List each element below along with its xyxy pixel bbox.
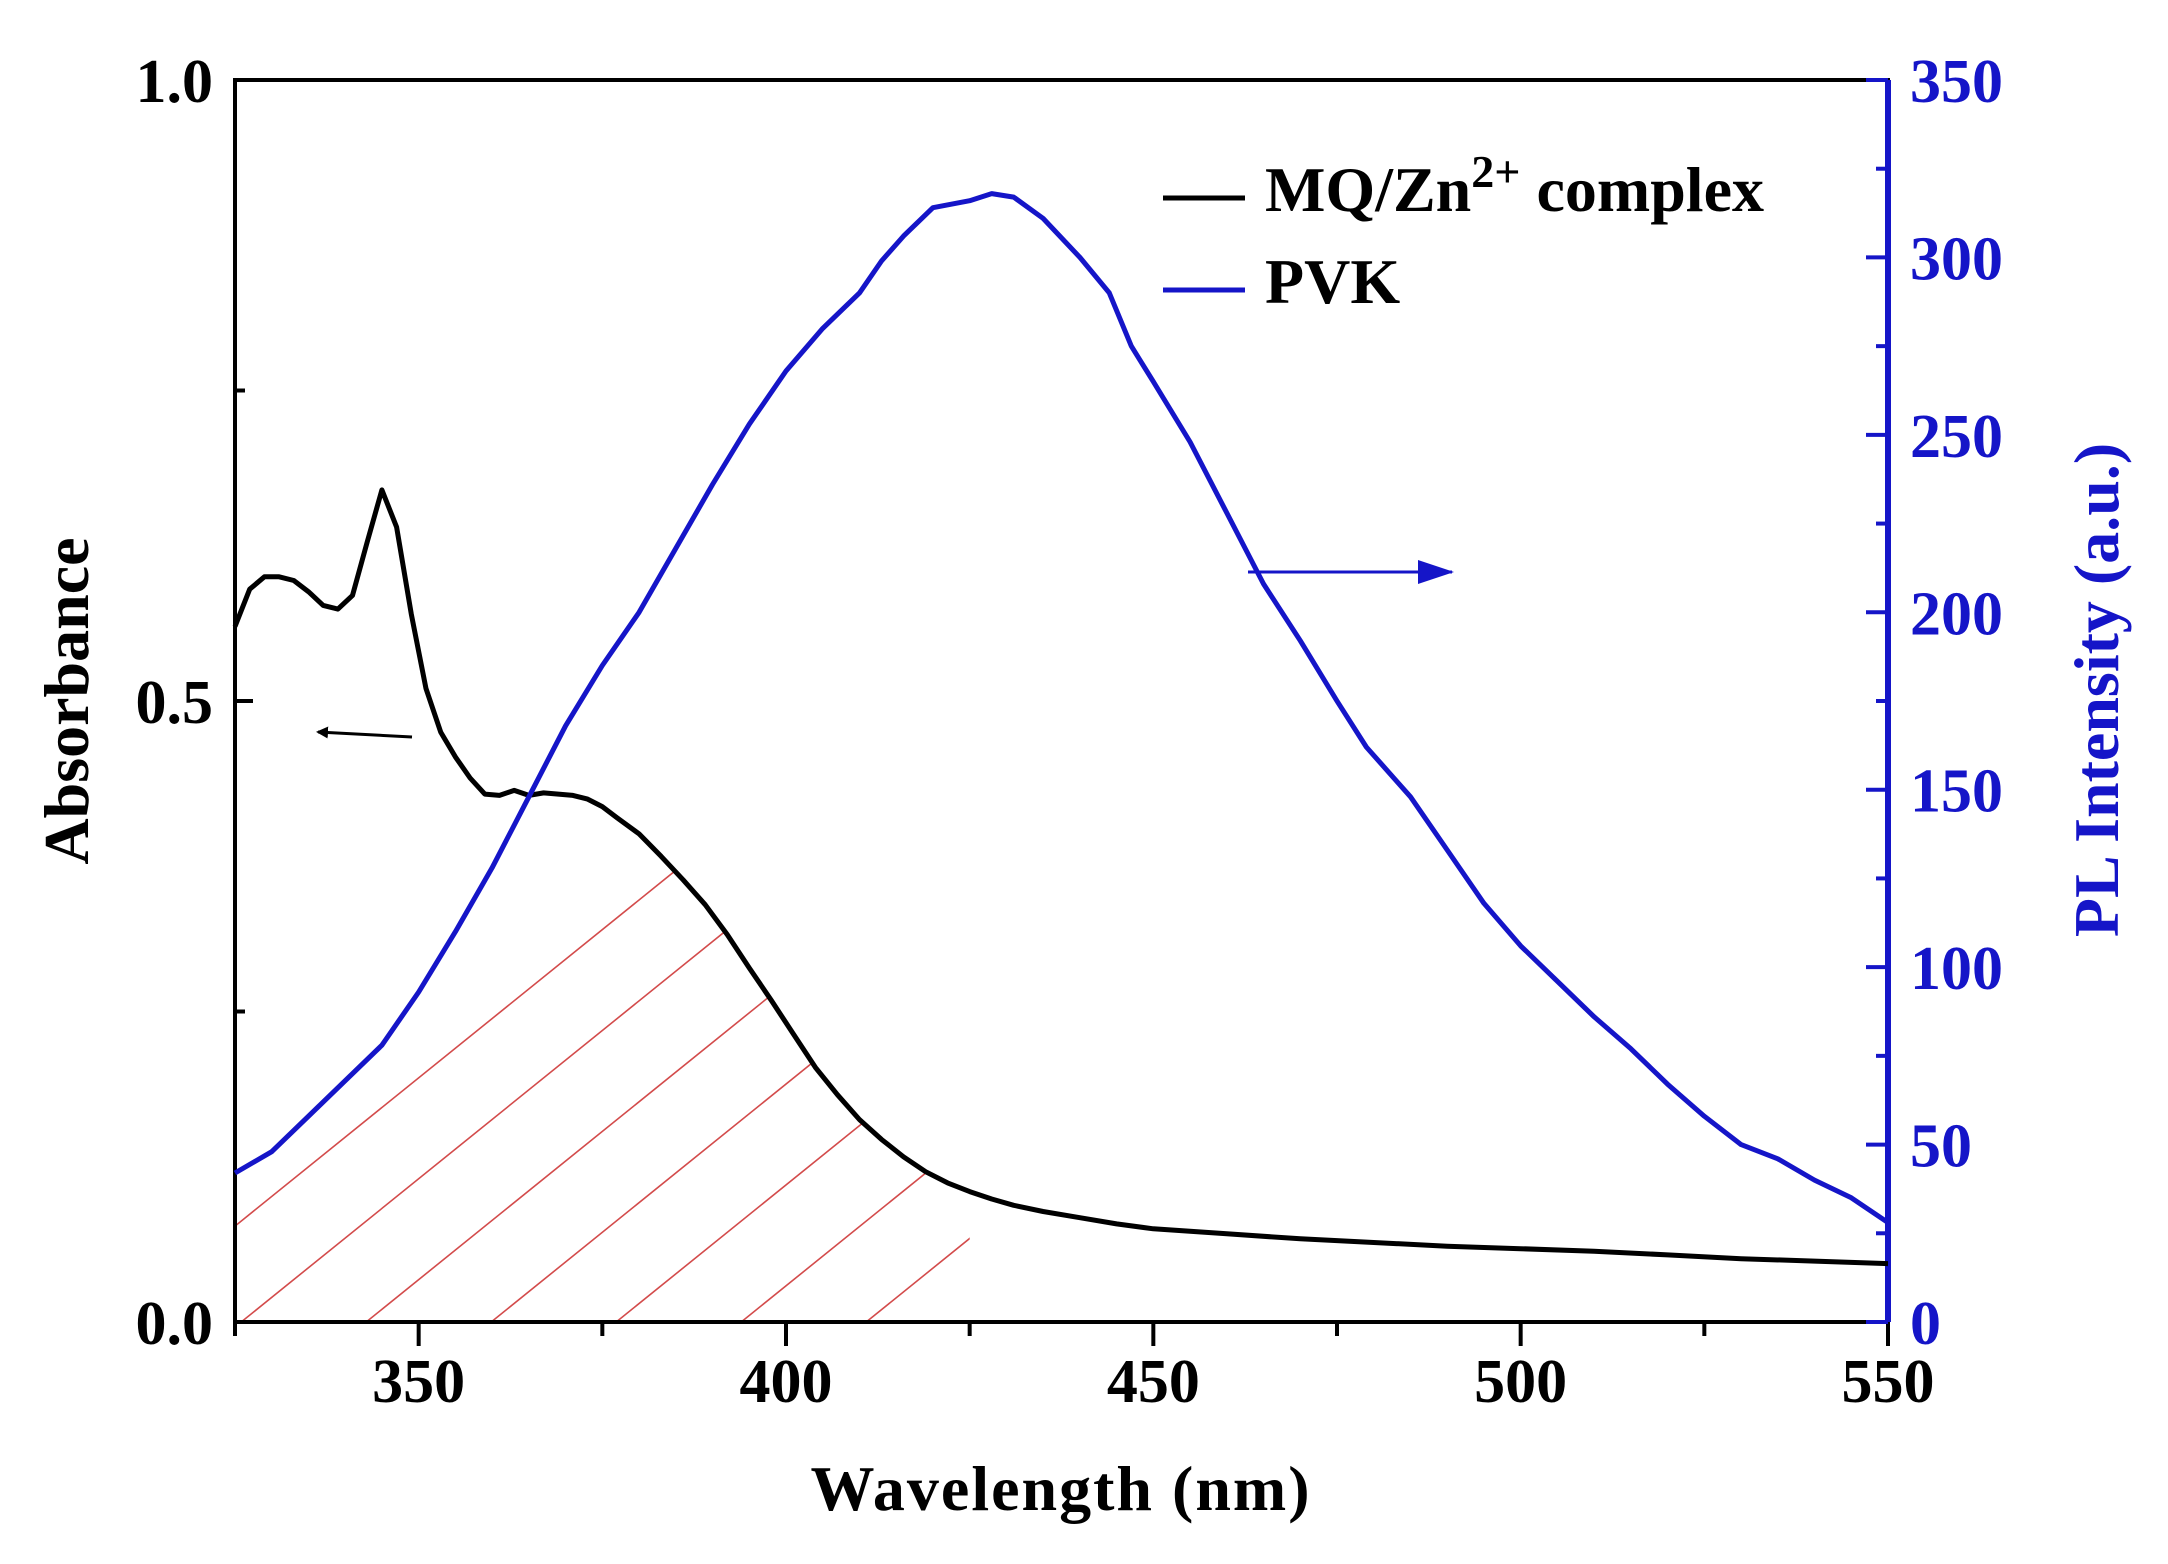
hatch-line — [235, 792, 811, 1322]
y-right-tick-label: 100 — [1910, 935, 2003, 1003]
y-right-tick-label: 0 — [1910, 1290, 1941, 1358]
hatch-line — [359, 792, 970, 1322]
hatch-line — [859, 792, 970, 1322]
y-left-tick-label: 0.5 — [136, 669, 214, 737]
x-tick-label: 550 — [1842, 1348, 1935, 1416]
hatch-line — [609, 792, 970, 1322]
y-axis-title-right: PL Intensity (a.u.) — [2061, 443, 2132, 937]
y-axis-title-left: Absorbance — [31, 537, 102, 864]
y-right-tick-label: 200 — [1910, 580, 2003, 648]
y-right-tick-label: 300 — [1910, 225, 2003, 293]
y-right-tick-label: 250 — [1910, 403, 2003, 471]
x-tick-label: 350 — [372, 1348, 465, 1416]
x-axis-title: Wavelength (nm) — [810, 1453, 1311, 1524]
hatch-line — [235, 792, 936, 1322]
y-right-tick-label: 50 — [1910, 1113, 1972, 1181]
axis-ticks — [233, 78, 1890, 1346]
hatch-line — [734, 792, 970, 1322]
series-line-mq-zn-complex — [232, 487, 1889, 1267]
left-axis-arrow — [316, 726, 413, 739]
tick-labels: 350 400 450 500 550 0.0 0.5 1.0 0 50 100 150 200 250 3… — [136, 48, 2004, 1416]
series-line-pvk — [233, 191, 1890, 1225]
y-left-tick-label: 1.0 — [136, 48, 214, 116]
legend-label-suffix: complex — [1520, 154, 1764, 225]
x-tick-label: 500 — [1474, 1348, 1567, 1416]
y-left-tick-label: 0.0 — [136, 1290, 214, 1358]
legend-label-superscript: 2+ — [1471, 146, 1520, 197]
x-tick-label: 450 — [1107, 1348, 1200, 1416]
legend: MQ/Zn2+ complex PVK — [1163, 146, 1764, 317]
hatch-line — [484, 792, 970, 1322]
y-right-tick-label: 150 — [1910, 758, 2003, 826]
legend-label-pvk: PVK — [1265, 246, 1400, 317]
y-right-tick-label: 350 — [1910, 48, 2003, 116]
plot-frame — [233, 78, 1890, 1324]
legend-label-mq-zn-complex: MQ/Zn2+ complex — [1265, 146, 1764, 225]
legend-label-main: MQ/Zn — [1265, 154, 1471, 225]
x-tick-label: 400 — [740, 1348, 833, 1416]
